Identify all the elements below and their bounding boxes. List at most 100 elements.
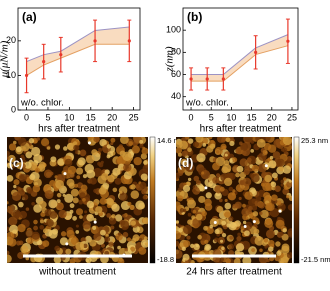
grain	[282, 177, 287, 181]
grain	[224, 153, 228, 157]
grain	[205, 245, 211, 250]
grain	[176, 201, 181, 208]
grain	[270, 181, 277, 188]
grain	[82, 220, 91, 230]
grain	[288, 195, 292, 201]
grain	[239, 141, 243, 146]
grain	[182, 184, 191, 193]
grain	[93, 217, 97, 222]
afm-image	[7, 137, 148, 263]
grain	[32, 184, 41, 193]
grain	[176, 220, 180, 224]
grain	[276, 250, 282, 256]
grain	[74, 183, 79, 188]
y-axis-label: z(nm)	[164, 46, 176, 72]
grain	[130, 184, 136, 190]
grain	[176, 172, 180, 180]
y-tick-label: 40	[171, 91, 181, 101]
grain	[228, 243, 235, 250]
grain	[39, 219, 44, 224]
grain	[126, 237, 132, 242]
grain	[135, 200, 145, 210]
grain	[203, 225, 208, 231]
grain	[112, 187, 118, 193]
grain	[236, 165, 244, 173]
x-tick-label: 5	[209, 112, 214, 122]
afm-image	[176, 137, 292, 263]
grain	[193, 175, 200, 182]
grain	[56, 192, 62, 198]
grain	[140, 153, 148, 160]
peak	[93, 220, 97, 224]
y-tick-label: 100	[166, 25, 181, 35]
grain	[18, 201, 24, 208]
grain	[214, 192, 222, 200]
panel-label: (a)	[22, 10, 37, 24]
grain	[105, 233, 109, 238]
grain	[221, 233, 227, 238]
grain	[240, 142, 249, 151]
grain	[12, 140, 17, 145]
grain	[264, 218, 274, 228]
grain	[235, 172, 241, 178]
grain	[78, 199, 84, 205]
grain	[142, 164, 148, 173]
grain	[262, 150, 268, 156]
grain	[232, 203, 238, 209]
grain	[50, 156, 57, 163]
grain	[225, 258, 231, 263]
grain	[72, 197, 79, 204]
grain	[97, 161, 102, 166]
grain	[221, 220, 227, 226]
grain	[114, 214, 123, 222]
grain	[240, 226, 245, 231]
y-tick-label: 80	[171, 47, 181, 57]
grain	[196, 153, 206, 163]
grain	[62, 193, 66, 197]
grain	[193, 243, 200, 251]
x-tick-label: 0	[189, 112, 194, 122]
grain	[133, 156, 142, 166]
grain	[263, 142, 272, 151]
grain	[118, 144, 123, 149]
grain	[20, 245, 29, 254]
grain	[46, 146, 51, 150]
grain	[33, 139, 38, 144]
grain	[75, 241, 85, 251]
panel-label: (c)	[9, 156, 24, 170]
y-tick-label: 10	[6, 70, 16, 80]
grain	[253, 228, 260, 235]
grain	[75, 150, 79, 155]
grain	[239, 179, 246, 186]
grain	[183, 224, 193, 235]
grain	[73, 144, 80, 151]
grain	[263, 192, 271, 200]
grain	[216, 173, 221, 178]
grain	[211, 143, 216, 148]
grain	[235, 147, 242, 155]
grain	[100, 243, 106, 248]
grain	[39, 225, 45, 230]
grain	[201, 171, 205, 175]
grain	[131, 237, 137, 244]
grain	[256, 138, 266, 148]
grain	[100, 160, 104, 164]
grain	[224, 177, 233, 187]
grain	[72, 216, 77, 221]
grain	[229, 235, 234, 240]
grain	[271, 172, 278, 179]
grain	[242, 220, 247, 225]
plot-frame	[17, 7, 141, 111]
x-tick-label: 25	[129, 112, 139, 122]
grain	[272, 151, 281, 159]
grain	[117, 232, 122, 236]
grain	[231, 157, 238, 163]
grain	[241, 208, 250, 217]
grain	[20, 154, 25, 159]
band-upper	[191, 34, 289, 76]
grain	[187, 219, 193, 225]
grain	[271, 194, 278, 201]
grain	[139, 144, 144, 149]
grain	[24, 161, 32, 169]
